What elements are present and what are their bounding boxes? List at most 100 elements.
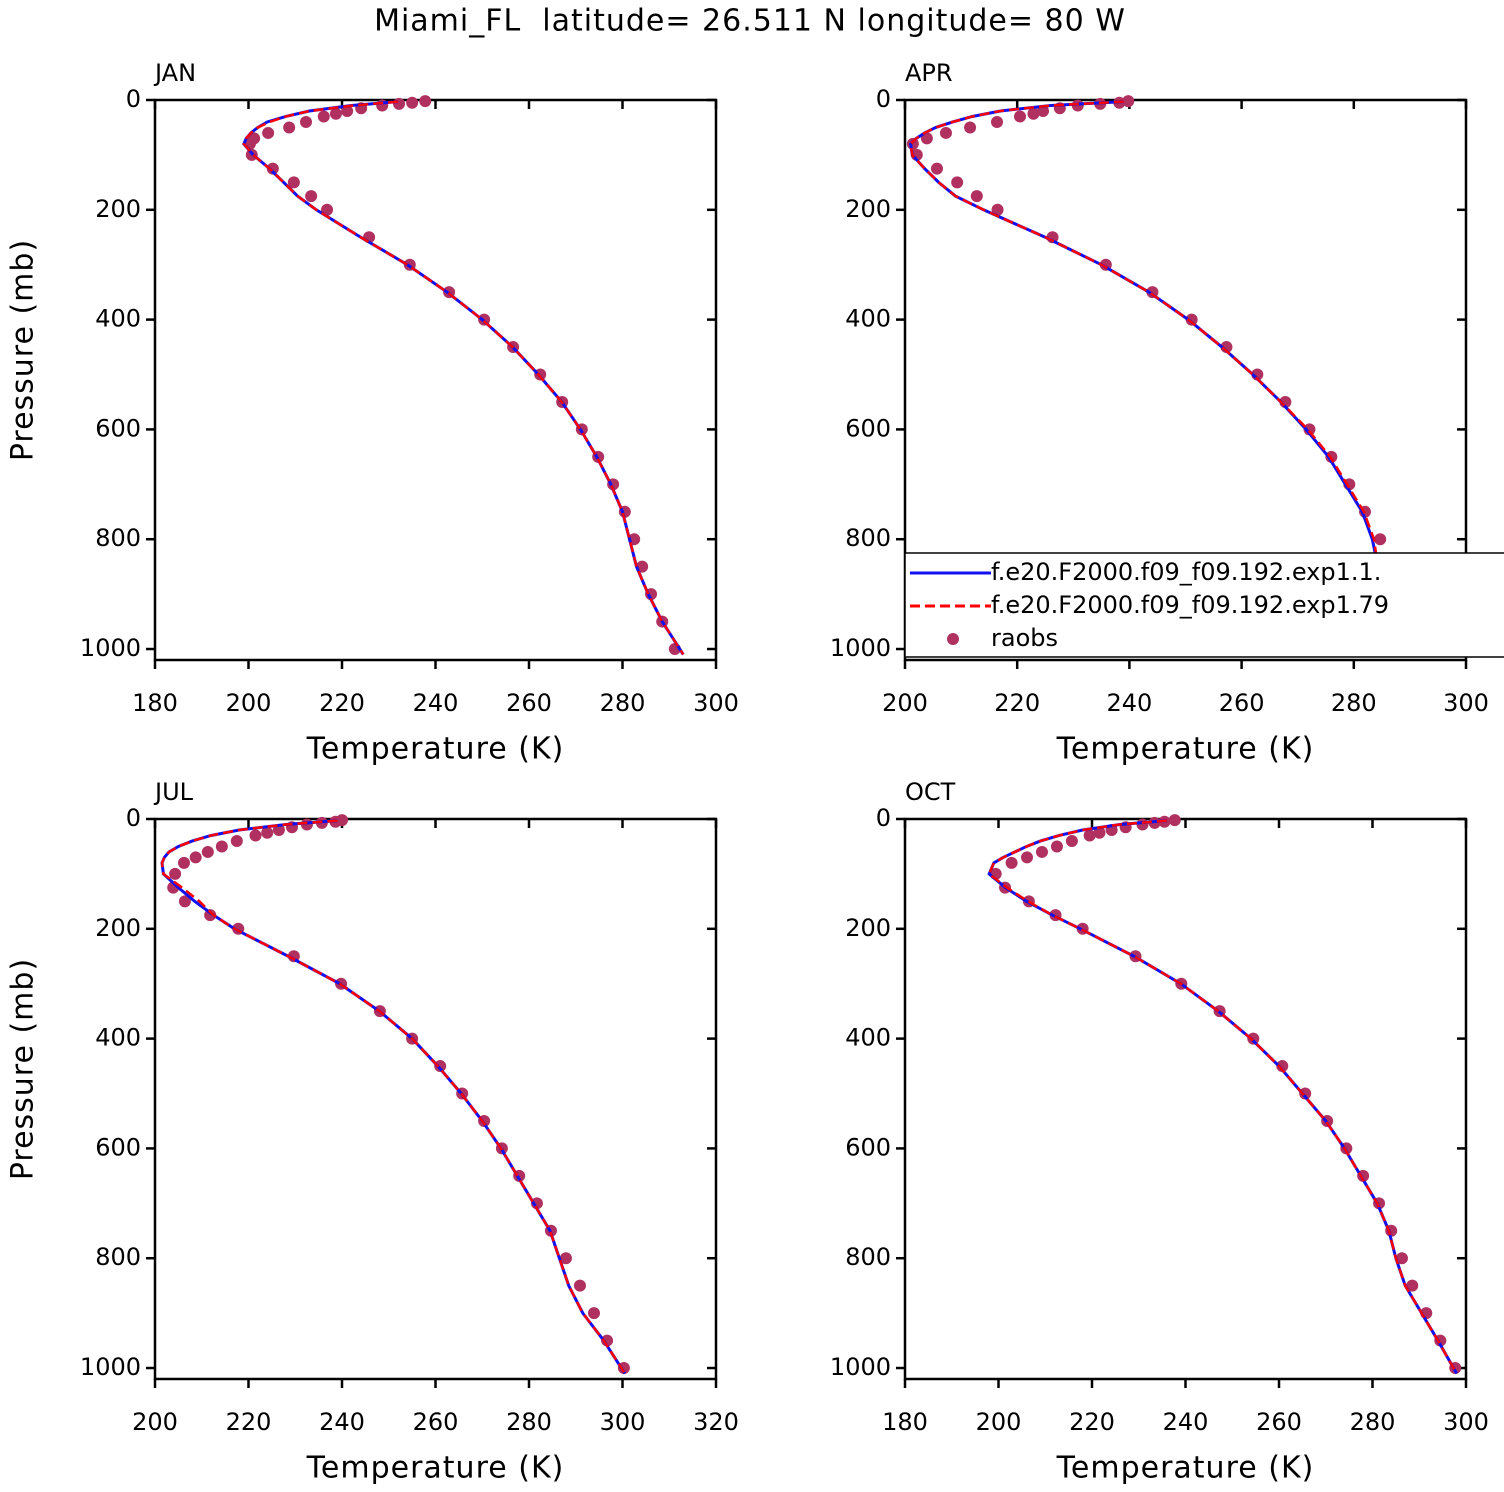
y-tick-label: 400: [845, 1024, 891, 1052]
panel: JUL 200 220 240 260 280 300 320 0 200 400 600 800 100…: [6, 778, 739, 1486]
raob-point: [230, 834, 243, 847]
profile-line: [160, 819, 626, 1375]
x-tick-label: 220: [1069, 1408, 1115, 1436]
raob-point: [1005, 856, 1018, 869]
panel: APR 200 220 240 260 280 300 0 200 400 600 800 1000 Te…: [830, 59, 1504, 767]
raob-point: [305, 190, 318, 203]
raob-point: [249, 829, 262, 842]
raob-point: [169, 867, 182, 880]
x-tick-label: 240: [1163, 1408, 1209, 1436]
panel-title: JUL: [153, 778, 194, 806]
y-axis-label: Pressure (mb): [6, 239, 41, 461]
x-tick-label: 280: [1331, 689, 1377, 717]
x-tick-label: 200: [976, 1408, 1022, 1436]
plot-frame: [153, 817, 718, 1381]
y-tick-label: 200: [95, 195, 141, 223]
x-tick-label: 240: [1106, 689, 1152, 717]
x-tick-label: 300: [600, 1408, 646, 1436]
raob-point: [1303, 423, 1316, 436]
y-tick-label: 600: [845, 1133, 891, 1161]
y-tick-label: 1000: [830, 1353, 891, 1381]
raob-point: [287, 176, 300, 189]
raob-point: [991, 115, 1004, 128]
plot-frame: [153, 98, 718, 662]
x-axis-label: Temperature (K): [306, 1451, 565, 1486]
x-axis-label: Temperature (K): [306, 732, 565, 767]
x-tick-label: 300: [1443, 1408, 1489, 1436]
y-tick-label: 0: [876, 85, 891, 113]
x-tick-label: 280: [600, 689, 646, 717]
x-tick-label: 220: [994, 689, 1040, 717]
raob-point: [964, 121, 977, 134]
raob-point: [434, 1060, 447, 1073]
raob-point: [419, 95, 432, 108]
raob-point: [573, 1279, 586, 1292]
panel: JAN 180 200 220 240 260 280 300 0 200 400 600 800 100…: [6, 59, 739, 767]
y-tick-label: 1000: [80, 634, 141, 662]
raob-point: [1083, 829, 1096, 842]
panel-title: OCT: [905, 778, 956, 806]
x-axis-label: Temperature (K): [1056, 1451, 1315, 1486]
raob-point: [1299, 1087, 1312, 1100]
raob-point: [920, 132, 933, 145]
x-tick-label: 240: [413, 689, 459, 717]
y-tick-label: 800: [95, 1243, 141, 1271]
x-tick-label: 240: [319, 1408, 365, 1436]
raob-point: [1395, 1252, 1408, 1265]
raob-point: [393, 97, 406, 110]
y-tick-label: 800: [845, 1243, 891, 1271]
x-tick-label: 220: [319, 689, 365, 717]
y-tick-label: 400: [845, 305, 891, 333]
figure-title: Miami_FL latitude= 26.511 N longitude= 8…: [374, 4, 1126, 39]
raob-point: [1374, 533, 1387, 546]
raob-point: [951, 176, 964, 189]
y-tick-label: 400: [95, 1024, 141, 1052]
raob-point: [1122, 95, 1135, 108]
raob-point: [1021, 851, 1034, 864]
raob-point: [177, 856, 190, 869]
x-tick-label: 260: [413, 1408, 459, 1436]
raob-point: [261, 826, 274, 839]
profile-line: [987, 819, 1458, 1375]
raob-point: [341, 104, 354, 117]
raob-point: [559, 1252, 572, 1265]
x-tick-label: 260: [506, 689, 552, 717]
raob-point: [178, 895, 191, 908]
raob-point: [1093, 826, 1106, 839]
raob-point: [283, 121, 296, 134]
raob-point: [1276, 1060, 1289, 1073]
x-tick-label: 260: [1219, 689, 1265, 717]
raob-point: [1035, 845, 1048, 858]
raob-point: [215, 840, 228, 853]
profile-line: [909, 100, 1442, 656]
x-tick-label: 220: [226, 1408, 272, 1436]
y-tick-label: 0: [126, 804, 141, 832]
profile-line: [987, 819, 1458, 1375]
panel: OCT 180 200 220 240 260 280 300 0 200 400 600 800 100…: [830, 778, 1489, 1486]
panel-title: JAN: [153, 59, 196, 87]
legend-label: f.e20.F2000.f09_f09.192.exp1.1.: [991, 558, 1381, 586]
y-tick-label: 200: [95, 914, 141, 942]
legend-box: [904, 552, 1504, 658]
raob-point: [1050, 840, 1063, 853]
x-tick-label: 180: [882, 1408, 928, 1436]
y-tick-label: 800: [95, 524, 141, 552]
y-tick-label: 1000: [830, 634, 891, 662]
raob-point: [300, 115, 313, 128]
raob-point: [266, 162, 279, 175]
profile-line: [160, 819, 627, 1375]
x-tick-label: 280: [506, 1408, 552, 1436]
y-tick-label: 0: [126, 85, 141, 113]
x-tick-label: 200: [882, 689, 928, 717]
x-tick-label: 320: [693, 1408, 739, 1436]
legend-label: f.e20.F2000.f09_f09.192.exp1.79: [991, 591, 1389, 619]
y-tick-label: 200: [845, 914, 891, 942]
plot-frame: [903, 817, 1468, 1381]
x-axis-label: Temperature (K): [1056, 732, 1315, 767]
raob-point: [939, 126, 952, 139]
raob-point: [1168, 814, 1181, 827]
x-tick-label: 200: [226, 689, 272, 717]
raob-point: [406, 96, 419, 109]
y-tick-label: 600: [95, 414, 141, 442]
